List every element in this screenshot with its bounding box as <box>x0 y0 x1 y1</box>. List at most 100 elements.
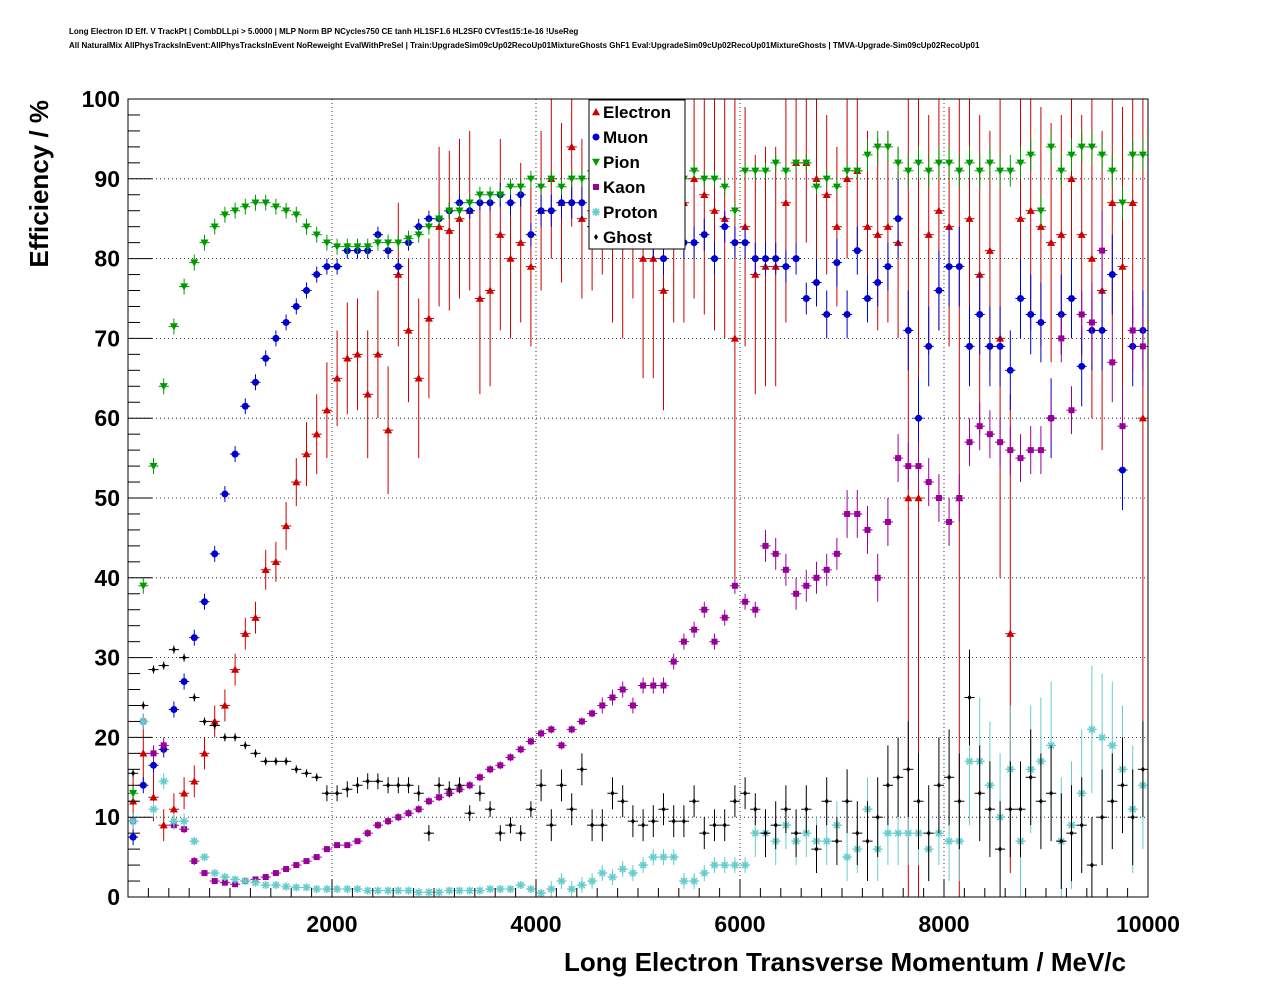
data-point-electron <box>281 501 292 550</box>
data-point-kaon <box>1117 386 1128 467</box>
data-point-muon <box>168 701 179 718</box>
data-point-proton <box>444 886 455 895</box>
data-point-kaon <box>617 681 628 698</box>
data-point-electron <box>321 362 332 459</box>
data-point-muon <box>128 829 139 846</box>
data-point-pion <box>413 226 424 243</box>
data-point-ghost <box>729 785 740 818</box>
data-point-kaon <box>678 633 689 650</box>
data-point-proton <box>301 883 312 892</box>
data-point-muon <box>270 330 281 347</box>
data-point-kaon <box>964 418 975 467</box>
y-tick-label: 70 <box>94 325 120 351</box>
data-point-pion <box>525 170 536 187</box>
data-point-pion <box>1076 130 1087 163</box>
data-point-kaon <box>403 809 414 818</box>
data-point-kaon <box>189 857 200 866</box>
data-point-ghost <box>587 809 598 842</box>
data-point-pion <box>740 162 751 179</box>
data-point-proton <box>342 885 353 894</box>
data-point-ghost <box>1005 761 1016 858</box>
data-point-muon <box>719 210 730 243</box>
data-point-muon <box>770 242 781 275</box>
data-point-kaon <box>464 781 475 790</box>
data-point-kaon <box>525 737 536 746</box>
data-point-ghost <box>546 809 557 842</box>
data-point-kaon <box>536 729 547 738</box>
axis-ticks: 2000 4000 6000 8000 10000 0 10 20 30 40 50 60 70 80 90… <box>82 86 1180 937</box>
data-point-pion <box>576 170 587 187</box>
data-point-proton <box>128 813 139 830</box>
data-point-kaon <box>821 553 832 586</box>
data-point-kaon <box>515 745 526 754</box>
data-point-electron <box>342 302 353 415</box>
data-point-pion <box>311 226 322 243</box>
data-point-proton <box>240 877 251 886</box>
data-point-pion <box>515 178 526 195</box>
data-point-ghost <box>1127 769 1138 866</box>
data-point-ghost <box>413 785 424 802</box>
data-point-muon <box>954 226 965 307</box>
data-point-ghost <box>250 749 261 758</box>
data-point-pion <box>811 178 822 195</box>
data-point-proton <box>199 853 210 862</box>
data-point-electron <box>199 737 210 770</box>
data-point-proton <box>658 849 669 866</box>
data-point-electron <box>362 330 373 459</box>
data-point-muon <box>291 298 302 315</box>
data-point-ghost <box>270 757 281 766</box>
y-tick-label: 30 <box>94 645 120 671</box>
data-point-kaon <box>648 677 659 694</box>
series-ghost <box>128 645 1148 897</box>
data-point-proton <box>434 888 445 897</box>
data-point-electron <box>260 549 271 590</box>
data-point-kaon <box>556 741 567 750</box>
x-tick-label: 4000 <box>510 911 561 937</box>
data-point-pion <box>729 202 740 219</box>
data-point-pion <box>219 206 230 223</box>
data-point-pion <box>301 218 312 235</box>
data-point-ghost <box>556 769 567 802</box>
data-point-muon <box>811 258 822 307</box>
data-point-proton <box>587 873 598 890</box>
data-point-ghost <box>230 733 241 742</box>
data-point-ghost <box>719 809 730 842</box>
data-point-kaon <box>954 474 965 522</box>
data-point-pion <box>995 154 1006 187</box>
data-point-ghost <box>352 777 363 794</box>
data-point-muon <box>801 282 812 315</box>
data-point-kaon <box>995 418 1006 467</box>
data-point-ghost <box>260 757 271 766</box>
data-point-muon <box>189 629 200 646</box>
data-series <box>128 99 1148 898</box>
data-point-ghost <box>148 665 159 674</box>
data-point-proton <box>403 886 414 895</box>
data-point-pion <box>270 198 281 215</box>
data-point-proton <box>158 773 169 790</box>
data-point-proton <box>148 801 159 818</box>
y-tick-label: 10 <box>94 804 120 830</box>
data-point-proton <box>168 813 179 830</box>
data-point-muon <box>1015 258 1026 339</box>
data-point-pion <box>842 162 853 179</box>
data-point-ghost <box>801 785 812 834</box>
data-point-electron <box>403 258 414 403</box>
data-point-proton <box>321 885 332 894</box>
data-point-ghost <box>1097 769 1108 866</box>
y-tick-label: 50 <box>94 485 120 511</box>
chart-title-line-2: All NaturalMix AllPhysTracksInEvent:AllP… <box>69 41 980 50</box>
data-point-kaon <box>1097 210 1108 291</box>
data-point-proton <box>393 886 404 895</box>
data-point-proton <box>668 849 679 866</box>
data-point-kaon <box>852 490 863 538</box>
data-point-ghost <box>240 741 251 750</box>
data-point-kaon <box>332 842 343 849</box>
data-point-muon <box>301 282 312 299</box>
data-point-pion <box>709 170 720 187</box>
data-point-kaon <box>811 561 822 594</box>
data-point-ghost <box>383 777 394 794</box>
data-point-electron <box>821 114 832 275</box>
data-point-muon <box>260 350 271 367</box>
chart-title-line-1: Long Electron ID Eff. V TrackPt | CombDL… <box>69 27 579 36</box>
